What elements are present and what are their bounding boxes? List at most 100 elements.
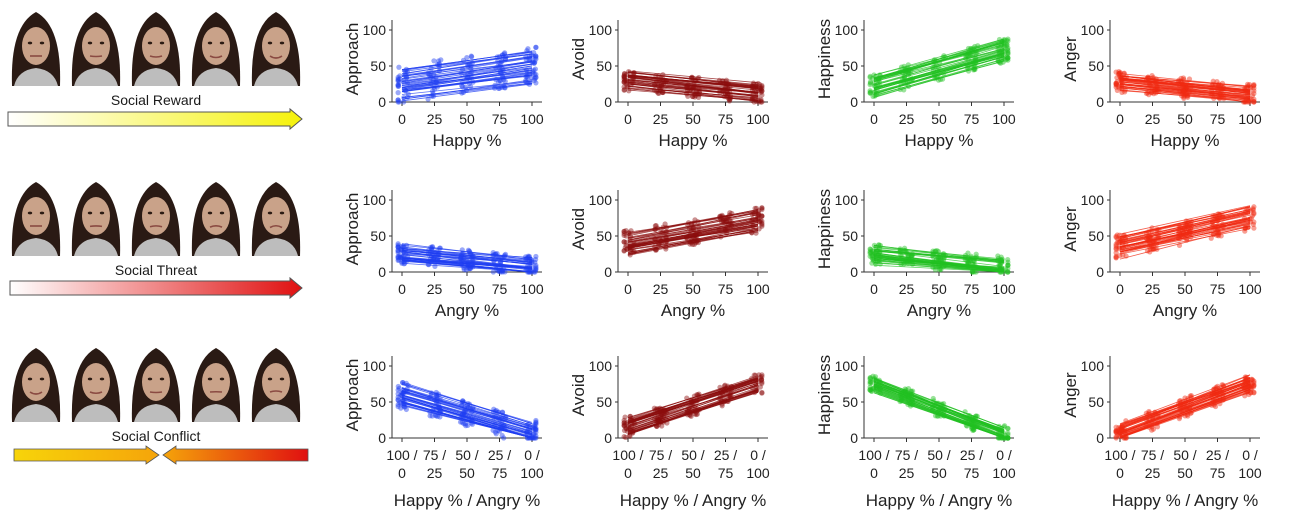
data-point xyxy=(653,422,659,429)
data-point xyxy=(434,61,441,68)
data-point xyxy=(716,396,722,402)
data-point xyxy=(1113,80,1119,87)
data-point xyxy=(621,87,628,93)
regression-line xyxy=(627,75,759,88)
data-point xyxy=(1113,241,1119,247)
data-point xyxy=(435,58,442,64)
data-point xyxy=(905,258,911,264)
y-tick-label: 50 xyxy=(1088,228,1104,244)
data-point xyxy=(909,261,916,267)
data-point xyxy=(908,76,914,83)
data-point xyxy=(490,427,496,433)
data-point xyxy=(721,387,727,393)
data-point xyxy=(759,222,765,228)
data-point xyxy=(434,257,440,263)
data-point xyxy=(469,254,475,260)
data-point xyxy=(465,401,471,407)
data-point xyxy=(694,407,700,413)
x-tick-label: 50 xyxy=(685,465,701,481)
data-point xyxy=(1176,236,1182,242)
data-point xyxy=(395,255,401,261)
data-point xyxy=(622,77,628,83)
data-point xyxy=(753,84,760,90)
data-point xyxy=(726,96,732,102)
data-point xyxy=(686,405,692,411)
data-point xyxy=(437,245,443,251)
data-point xyxy=(1120,252,1126,258)
data-point xyxy=(930,251,937,257)
data-point xyxy=(661,78,667,84)
data-point xyxy=(1005,55,1011,61)
data-point xyxy=(627,433,633,440)
data-point xyxy=(942,405,948,412)
data-point xyxy=(755,216,761,222)
data-point xyxy=(691,220,697,226)
regression-line xyxy=(401,80,533,95)
data-point xyxy=(752,205,758,211)
data-point xyxy=(1209,223,1216,230)
data-point xyxy=(533,427,539,433)
data-point xyxy=(1116,246,1122,252)
data-point xyxy=(1182,92,1189,98)
data-point xyxy=(750,91,756,97)
data-point xyxy=(908,253,914,259)
data-point xyxy=(1118,77,1124,84)
data-point xyxy=(425,251,432,257)
data-point xyxy=(430,93,437,99)
data-point xyxy=(622,422,628,429)
data-point xyxy=(867,375,873,381)
data-point xyxy=(656,78,662,84)
data-point xyxy=(1245,224,1251,230)
y-tick-label: 0 xyxy=(378,430,386,446)
regression-line xyxy=(1119,216,1251,245)
data-point xyxy=(940,403,946,410)
data-point xyxy=(395,242,401,248)
data-point xyxy=(1179,228,1186,234)
data-point xyxy=(975,422,981,428)
data-point xyxy=(749,375,755,382)
data-point xyxy=(996,59,1002,65)
data-point xyxy=(1116,69,1122,75)
data-point xyxy=(463,87,470,93)
data-point xyxy=(530,69,536,75)
data-point xyxy=(1183,223,1189,229)
data-point xyxy=(437,410,443,416)
data-point xyxy=(868,379,875,386)
data-point xyxy=(1179,82,1186,88)
data-point xyxy=(872,374,879,380)
data-point xyxy=(1181,226,1188,232)
data-point xyxy=(867,249,873,255)
data-point xyxy=(400,400,407,407)
data-point xyxy=(1154,84,1160,90)
data-point xyxy=(1184,84,1190,90)
data-point xyxy=(1154,246,1160,252)
data-point xyxy=(462,421,468,427)
data-point xyxy=(468,53,474,59)
data-point xyxy=(867,384,873,390)
data-point xyxy=(395,402,401,408)
data-point xyxy=(653,223,659,229)
data-point xyxy=(532,426,538,432)
data-point xyxy=(525,425,532,431)
data-point xyxy=(999,432,1005,438)
data-point xyxy=(402,68,409,74)
face-portrait xyxy=(68,176,124,256)
data-point xyxy=(1149,424,1155,430)
data-point xyxy=(971,258,977,264)
data-point xyxy=(1242,98,1248,105)
data-point xyxy=(688,227,695,233)
data-point xyxy=(625,84,631,90)
data-point xyxy=(1005,265,1011,271)
data-point xyxy=(1152,79,1158,85)
data-point xyxy=(430,77,436,83)
data-point xyxy=(755,212,761,218)
data-point xyxy=(963,53,969,59)
data-point xyxy=(867,250,873,256)
x-tick-label: 0 / xyxy=(750,447,766,463)
data-point xyxy=(458,255,464,261)
data-point xyxy=(1242,87,1249,93)
data-point xyxy=(395,74,401,80)
regression-line xyxy=(401,394,533,433)
